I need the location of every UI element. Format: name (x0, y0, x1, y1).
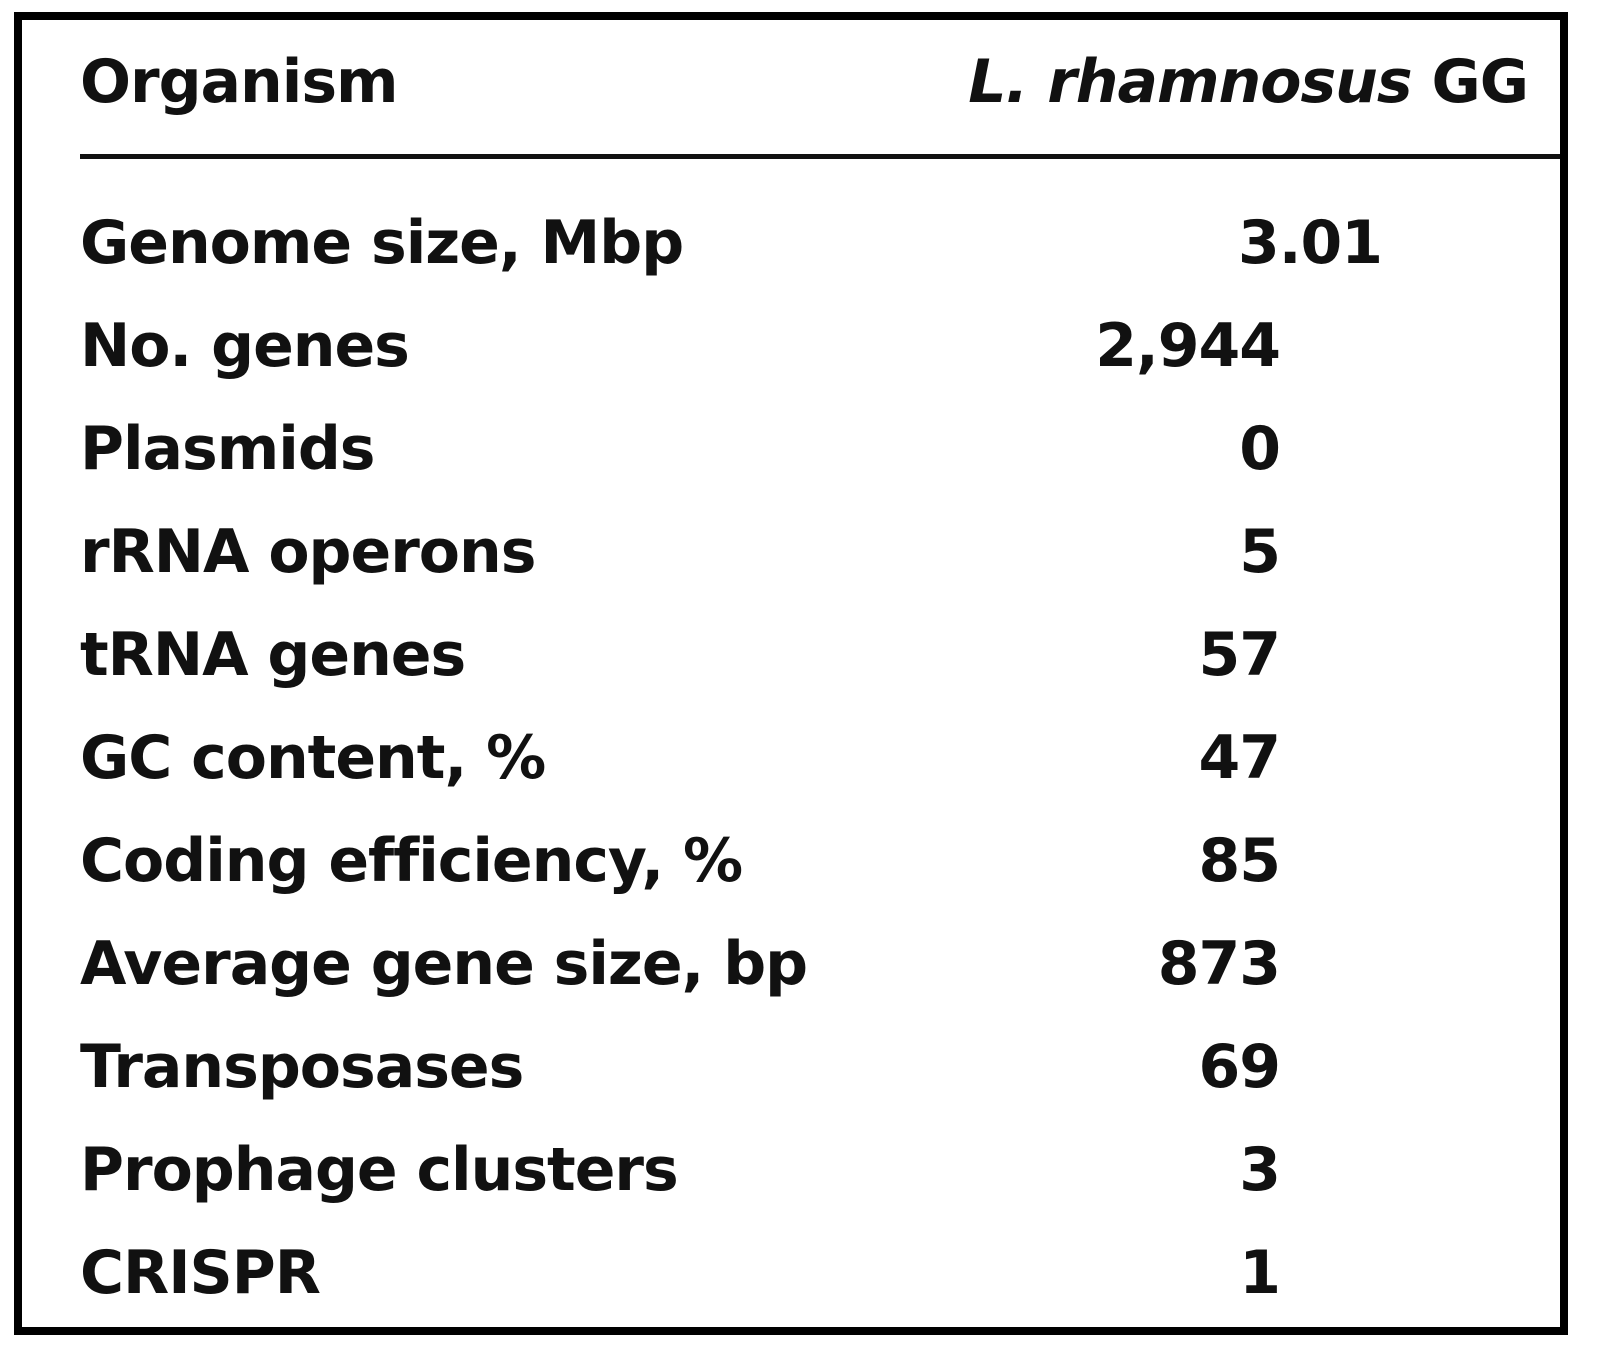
table-row: Genome size, Mbp 3.01 (80, 192, 1383, 295)
header-organism-label: Organism (80, 47, 399, 117)
header-rule (80, 154, 1560, 159)
row-label: tRNA genes (80, 620, 466, 690)
table-header: Organism L. rhamnosus GG (80, 42, 1546, 122)
row-value: 2,944 (1095, 311, 1281, 381)
row-value: 57 (1198, 620, 1281, 690)
table-row: GC content, % 47 (80, 707, 1281, 810)
row-label: Coding efficiency, % (80, 826, 743, 896)
row-label: CRISPR (80, 1238, 321, 1308)
row-value: 3.01 (1237, 208, 1383, 278)
row-value: 3 (1239, 1135, 1281, 1205)
row-value: 5 (1239, 517, 1281, 587)
row-value: 69 (1198, 1032, 1281, 1102)
table-row: Plasmids 0 (80, 398, 1281, 501)
header-organism-strain: GG (1431, 47, 1529, 117)
row-label: Prophage clusters (80, 1135, 679, 1205)
header-organism-species: L. rhamnosus (968, 47, 1412, 117)
table-row: rRNA operons 5 (80, 501, 1281, 604)
row-value: 47 (1198, 723, 1281, 793)
table-row: No. genes 2,944 (80, 295, 1281, 398)
row-label: No. genes (80, 311, 410, 381)
row-value: 85 (1198, 826, 1281, 896)
header-organism-name: L. rhamnosus GG (968, 42, 1529, 122)
table-row: tRNA genes 57 (80, 604, 1281, 707)
row-label: Plasmids (80, 414, 375, 484)
table-row: Average gene size, bp 873 (80, 913, 1281, 1016)
row-value: 873 (1157, 929, 1281, 999)
table-frame: Organism L. rhamnosus GG Genome size, Mb… (14, 12, 1568, 1335)
row-label: Average gene size, bp (80, 929, 808, 999)
table-row: Transposases 69 (80, 1016, 1281, 1119)
table-row: CRISPR 1 (80, 1222, 1281, 1325)
row-value: 0 (1239, 414, 1281, 484)
row-label: Genome size, Mbp (80, 208, 684, 278)
row-label: GC content, % (80, 723, 546, 793)
table-row: Prophage clusters 3 (80, 1119, 1281, 1222)
row-label: rRNA operons (80, 517, 536, 587)
row-value: 1 (1239, 1238, 1281, 1308)
row-label: Transposases (80, 1032, 524, 1102)
table-row: Coding efficiency, % 85 (80, 810, 1281, 913)
table-body: Genome size, Mbp 3.01 No. genes 2,944 Pl… (80, 192, 1383, 1325)
